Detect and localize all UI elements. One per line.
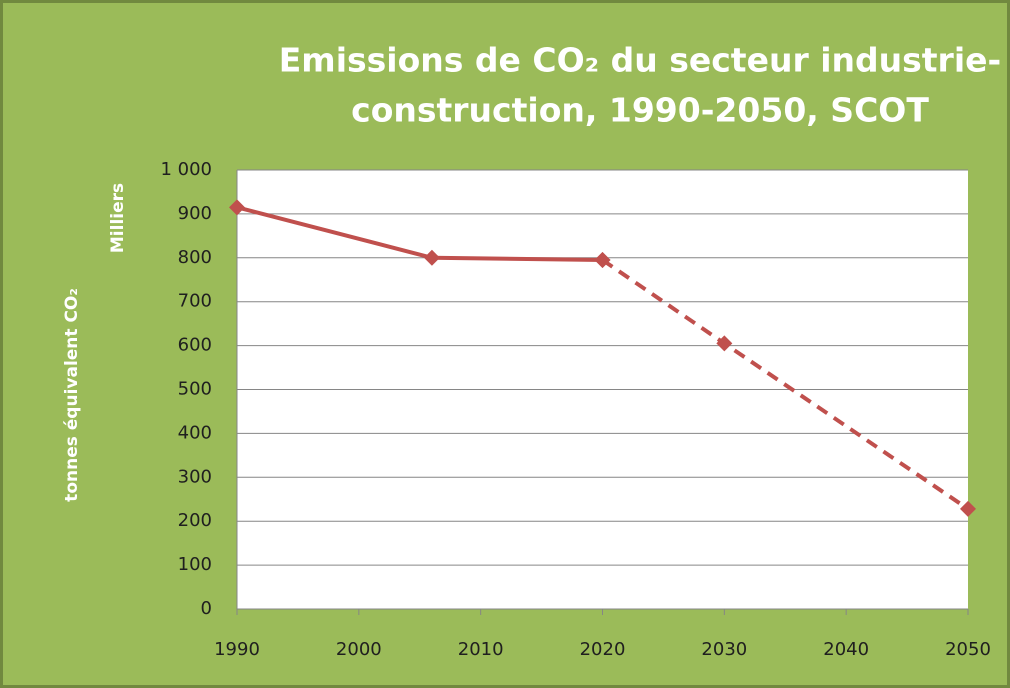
- y-tick-label: 600: [178, 335, 212, 356]
- marker: [229, 199, 245, 216]
- y-tick-label: 300: [178, 466, 212, 487]
- y-tick-label: 700: [178, 291, 212, 312]
- y-tick-label: 1 000: [160, 159, 212, 180]
- marker: [423, 249, 440, 266]
- y-tick-label: 100: [178, 554, 212, 575]
- x-tick-label: 1990: [214, 639, 260, 660]
- x-tick-label: 2010: [458, 639, 504, 660]
- y-tick-label: 800: [178, 247, 212, 268]
- x-tick-label: 2050: [945, 639, 991, 660]
- x-tick-label: 2020: [580, 639, 626, 660]
- y-tick-label: 0: [201, 598, 212, 619]
- chart-title: construction, 1990-2050, SCOT: [351, 91, 929, 130]
- x-tick-label: 2000: [336, 639, 382, 660]
- x-tick-label: 2040: [823, 639, 869, 660]
- y-tick-label: 400: [178, 422, 212, 443]
- y-tick-label: 900: [178, 203, 212, 224]
- y-unit-label: Milliers: [108, 183, 128, 253]
- marker: [716, 335, 733, 352]
- y-tick-label: 200: [178, 510, 212, 531]
- x-tick-label: 2030: [701, 639, 747, 660]
- chart-title: Emissions de CO₂ du secteur industrie-: [279, 41, 1001, 80]
- marker: [594, 251, 611, 268]
- y-tick-label: 500: [178, 379, 212, 400]
- y-axis-title: tonnes équivalent CO₂: [62, 288, 82, 502]
- marker: [960, 500, 976, 517]
